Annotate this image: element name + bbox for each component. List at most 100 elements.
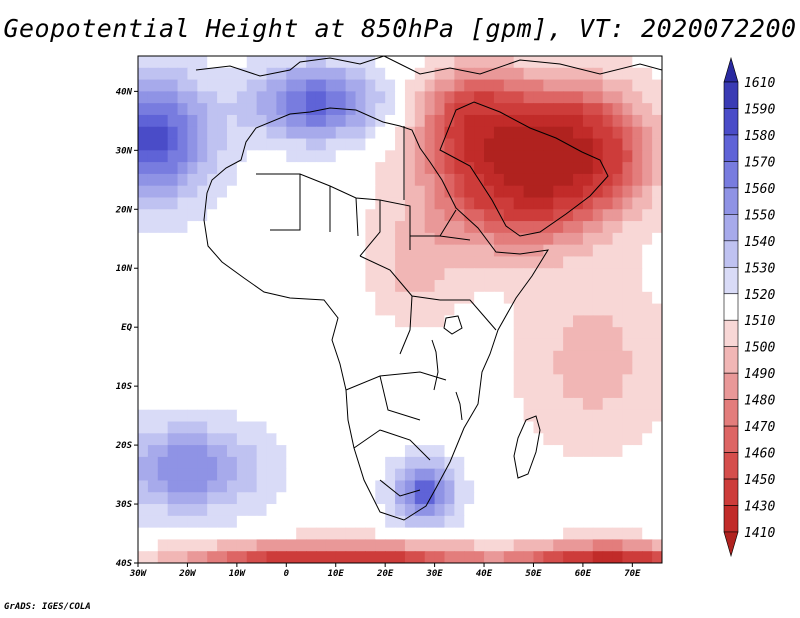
field-cell xyxy=(602,480,614,493)
field-cell xyxy=(424,209,436,222)
field-cell xyxy=(553,67,564,81)
field-cell xyxy=(226,56,238,69)
field-cell xyxy=(513,103,525,116)
field-cell xyxy=(592,386,604,399)
field-cell xyxy=(533,114,544,128)
field-cell xyxy=(444,492,455,505)
field-cell xyxy=(474,138,485,151)
field-cell xyxy=(602,114,614,128)
field-cell xyxy=(543,397,554,411)
field-cell xyxy=(276,527,287,541)
field-cell xyxy=(573,232,584,246)
field-cell xyxy=(226,433,238,446)
field-cell xyxy=(414,209,426,222)
field-cell xyxy=(414,338,426,352)
field-cell xyxy=(503,433,515,446)
field-cell xyxy=(325,515,337,529)
field-cell xyxy=(306,515,317,529)
field-cell xyxy=(167,374,179,387)
field-cell xyxy=(464,280,475,293)
field-cell xyxy=(226,268,238,281)
field-cell xyxy=(533,303,544,316)
field-cell xyxy=(187,515,198,529)
field-cell xyxy=(167,539,179,552)
field-cell xyxy=(217,327,228,340)
field-cell xyxy=(355,197,366,210)
field-cell xyxy=(523,91,535,104)
field-cell xyxy=(266,445,278,458)
field-cell xyxy=(573,386,584,399)
field-cell xyxy=(217,315,228,328)
field-cell xyxy=(444,79,455,92)
field-cell xyxy=(612,362,624,375)
field-cell xyxy=(187,280,198,293)
field-cell xyxy=(513,350,525,364)
field-cell xyxy=(335,480,347,493)
field-cell xyxy=(573,504,584,517)
field-cell xyxy=(493,409,505,423)
field-cell xyxy=(523,280,535,293)
field-cell xyxy=(454,480,465,493)
field-cell xyxy=(197,173,208,187)
field-cell xyxy=(592,315,604,328)
field-cell xyxy=(177,433,189,446)
field-cell xyxy=(207,409,218,423)
x-tick-label: 60E xyxy=(575,569,592,579)
colorbar-swatch xyxy=(723,214,739,242)
field-cell xyxy=(434,268,446,281)
field-cell xyxy=(355,150,366,163)
field-cell xyxy=(612,138,624,151)
field-cell xyxy=(543,433,554,446)
field-cell xyxy=(523,209,535,222)
field-cell xyxy=(622,126,633,140)
field-cell xyxy=(395,362,406,375)
field-cell xyxy=(622,185,633,199)
field-cell xyxy=(464,291,475,305)
field-cell xyxy=(147,303,159,316)
field-cell xyxy=(434,173,446,187)
field-cell xyxy=(632,456,643,470)
field-cell xyxy=(414,150,426,163)
field-cell xyxy=(256,480,268,493)
field-cell xyxy=(296,138,307,151)
field-cell xyxy=(414,138,426,151)
field-cell xyxy=(573,374,584,387)
field-cell xyxy=(454,162,465,175)
field-cell xyxy=(365,221,376,234)
field-cell xyxy=(582,315,594,328)
field-cell xyxy=(315,244,327,258)
field-cell xyxy=(197,421,208,434)
field-cell xyxy=(365,150,376,163)
field-cell xyxy=(622,150,633,163)
field-cell xyxy=(493,421,505,434)
field-cell xyxy=(187,551,198,563)
field-cell xyxy=(602,386,614,399)
field-cell xyxy=(296,338,307,352)
field-cell xyxy=(355,315,366,328)
field-cell xyxy=(177,91,189,104)
field-cell xyxy=(503,209,515,222)
field-cell xyxy=(197,232,208,246)
field-cell xyxy=(365,374,376,387)
field-cell xyxy=(592,397,604,411)
field-cell xyxy=(513,232,525,246)
field-cell xyxy=(345,468,357,482)
field-cell xyxy=(375,244,386,258)
field-cell xyxy=(424,185,436,199)
field-cell xyxy=(543,468,554,482)
field-cell xyxy=(563,386,574,399)
field-cell xyxy=(563,150,574,163)
field-cell xyxy=(592,291,604,305)
field-cell xyxy=(553,268,564,281)
field-cell xyxy=(335,173,347,187)
field-cell xyxy=(345,162,357,175)
field-cell xyxy=(533,504,544,517)
field-cell xyxy=(246,433,258,446)
field-cell xyxy=(325,268,337,281)
field-cell xyxy=(177,268,189,281)
field-cell xyxy=(484,397,495,411)
field-cell xyxy=(157,386,169,399)
field-cell xyxy=(523,79,535,92)
field-cell xyxy=(187,138,198,151)
field-cell xyxy=(622,468,633,482)
